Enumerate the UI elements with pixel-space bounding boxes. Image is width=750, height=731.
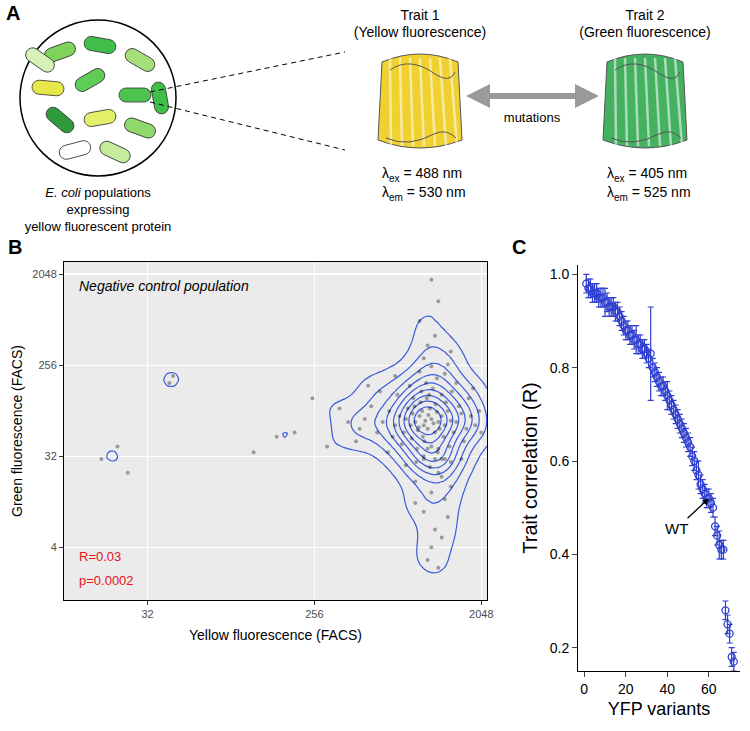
html-text:C: C [512,236,527,258]
svg-text:2048: 2048 [469,608,493,620]
svg-text:(Green fluorescence): (Green fluorescence) [579,24,711,40]
svg-text:E. coli populations: E. coli populations [45,185,151,200]
svg-text:1.0: 1.0 [550,266,570,282]
svg-text:(Yellow fluorescence): (Yellow fluorescence) [354,24,487,40]
svg-text:40: 40 [660,681,676,697]
svg-text:Negative control population: Negative control population [79,278,249,294]
svg-text:256: 256 [38,359,56,371]
svg-text:32: 32 [141,608,153,620]
svg-text:256: 256 [305,608,323,620]
svg-text:4: 4 [51,541,57,553]
svg-text:A: A [6,2,20,24]
svg-text:Trait 1: Trait 1 [400,7,439,23]
svg-text:0.6: 0.6 [550,453,570,469]
svg-text:0.4: 0.4 [550,546,570,562]
svg-text:mutations: mutations [504,110,561,125]
svg-text:2048: 2048 [32,268,56,280]
svg-text:WT: WT [665,520,688,537]
svg-text:yellow fluorescent protein: yellow fluorescent protein [25,219,172,234]
svg-text:0.2: 0.2 [550,640,570,656]
svg-text:λex = 488 nm: λex = 488 nm [382,165,462,184]
svg-text:32: 32 [45,450,57,462]
svg-text:Trait correlation (R): Trait correlation (R) [519,382,541,554]
svg-text:0: 0 [580,681,588,697]
svg-text:0.8: 0.8 [550,360,570,376]
svg-text:p=0.0002: p=0.0002 [79,573,134,588]
svg-text:YFP variants: YFP variants [608,699,711,719]
svg-text:60: 60 [701,681,717,697]
svg-text:λex = 405 nm: λex = 405 nm [607,165,687,184]
svg-text:20: 20 [618,681,634,697]
svg-text:Yellow fluorescence (FACS): Yellow fluorescence (FACS) [189,627,362,643]
svg-text:expressing: expressing [67,202,130,217]
svg-text:Green fluorescence (FACS): Green fluorescence (FACS) [9,345,25,517]
svg-text:R=0.03: R=0.03 [79,549,121,564]
html-text:B: B [8,236,23,258]
svg-text:Trait 2: Trait 2 [625,7,664,23]
svg-text:λem = 530 nm: λem = 530 nm [382,184,466,203]
svg-text:λem = 525 nm: λem = 525 nm [607,184,691,203]
